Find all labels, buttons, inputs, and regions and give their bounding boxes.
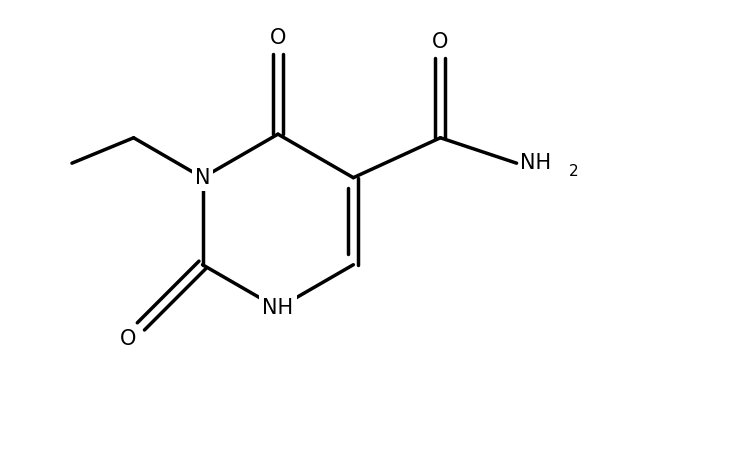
Text: N: N — [195, 168, 210, 188]
Text: O: O — [120, 329, 136, 349]
Text: O: O — [270, 28, 286, 49]
Text: 2: 2 — [569, 164, 578, 179]
Text: NH: NH — [520, 153, 551, 173]
Text: O: O — [432, 32, 448, 52]
Text: NH: NH — [262, 298, 293, 318]
